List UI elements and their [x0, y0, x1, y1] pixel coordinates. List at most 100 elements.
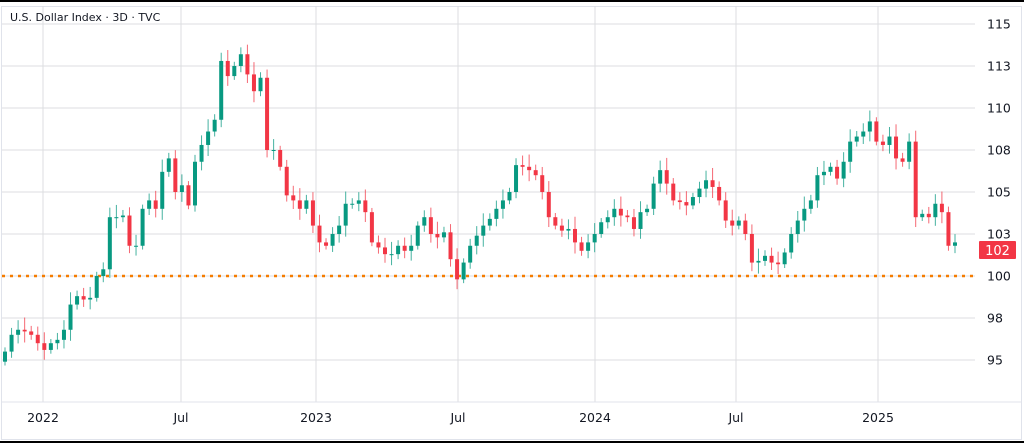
candle-down — [671, 183, 676, 201]
candle-up — [907, 141, 912, 162]
candle-up — [396, 245, 401, 255]
candle-up — [55, 339, 60, 344]
candle-up — [107, 217, 112, 270]
candle-up — [193, 161, 197, 206]
candle-up — [88, 297, 93, 300]
candle-up — [704, 180, 709, 189]
candle-down — [579, 242, 584, 251]
candle-up — [789, 234, 794, 253]
candle-up — [638, 212, 643, 229]
candle-down — [297, 200, 302, 209]
candle-up — [933, 203, 938, 218]
candle-up — [841, 161, 846, 179]
candle-up — [848, 141, 853, 162]
candle-up — [697, 188, 702, 198]
candle-down — [710, 180, 715, 187]
candle-down — [835, 166, 840, 179]
candle-down — [127, 215, 132, 246]
candle-up — [238, 54, 243, 66]
candle-down — [749, 234, 754, 263]
candle-down — [776, 262, 781, 265]
candle-up — [500, 200, 505, 209]
candle-down — [455, 259, 460, 280]
candle-up — [821, 171, 826, 176]
candle-down — [435, 234, 440, 238]
candle-down — [540, 175, 545, 192]
candle-down — [42, 343, 47, 350]
candle-down — [251, 74, 256, 92]
y-tick-label: 100 — [987, 269, 1011, 284]
candle-up — [68, 304, 73, 330]
candle-down — [186, 185, 191, 206]
candle-up — [566, 228, 571, 231]
candle-down — [769, 255, 774, 263]
candle-down — [664, 170, 669, 184]
candle-down — [317, 225, 322, 243]
candle-up — [651, 183, 656, 209]
candle-up — [258, 77, 263, 92]
x-tick-label: Jul — [449, 410, 465, 425]
candle-down — [631, 217, 636, 229]
y-tick-label: 95 — [987, 353, 1003, 368]
candle-down — [684, 202, 689, 206]
candle-down — [894, 136, 899, 159]
candle-up — [389, 254, 394, 256]
window-bottom-border — [0, 441, 1024, 443]
candle-down — [939, 203, 944, 213]
candle-up — [409, 245, 414, 251]
candle-up — [854, 136, 859, 142]
y-tick-label: 110 — [987, 101, 1011, 116]
candle-up — [140, 208, 145, 246]
last-price-label: 102 — [985, 244, 1010, 259]
candle-down — [926, 213, 931, 218]
chart-title: U.S. Dollar Index · 3D · TVC — [10, 11, 161, 24]
candle-up — [232, 66, 237, 77]
y-tick-label: 98 — [987, 311, 1003, 326]
candle-up — [337, 225, 342, 234]
candle-up — [736, 220, 741, 226]
candle-up — [120, 215, 125, 218]
candle-up — [599, 222, 604, 234]
candle-up — [861, 131, 866, 137]
candle-up — [586, 242, 591, 251]
candle-down — [743, 220, 748, 234]
candle-up — [468, 245, 473, 263]
candle-down — [546, 192, 551, 218]
candle-up — [494, 208, 499, 219]
candle-down — [363, 200, 368, 213]
candle-down — [625, 215, 630, 218]
x-tick-label: 2022 — [27, 410, 59, 425]
candle-up — [612, 208, 617, 218]
candle-up — [461, 262, 466, 280]
candle-down — [723, 200, 728, 221]
candle-up — [802, 208, 807, 221]
candle-up — [101, 269, 106, 276]
last-price-tag — [979, 241, 1016, 259]
candle-down — [225, 60, 230, 77]
candle-down — [291, 195, 296, 201]
candle-down — [81, 296, 86, 300]
candle-up — [782, 252, 787, 265]
candle-down — [369, 212, 374, 243]
candle-down — [520, 165, 525, 167]
candle-up — [481, 225, 486, 236]
candle-down — [376, 242, 381, 248]
candle-down — [730, 220, 735, 226]
candle-down — [153, 200, 158, 209]
candle-down — [874, 121, 879, 142]
candle-down — [553, 217, 558, 226]
candle-up — [795, 220, 800, 234]
candle-down — [913, 141, 918, 218]
candle-up — [756, 260, 761, 263]
candle-up — [134, 245, 139, 247]
candle-up — [815, 175, 820, 201]
candle-down — [880, 141, 885, 145]
candle-up — [343, 203, 348, 226]
candle-down — [717, 186, 722, 201]
candle-up — [3, 351, 7, 362]
candle-up — [507, 192, 512, 201]
x-tick-label: Jul — [727, 410, 743, 425]
candle-down — [383, 247, 387, 255]
